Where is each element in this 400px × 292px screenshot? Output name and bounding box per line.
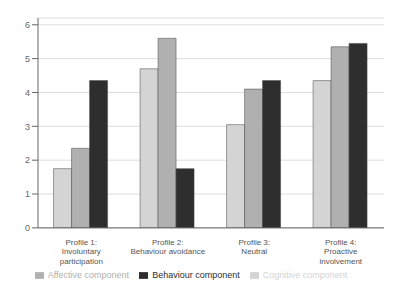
svg-text:0: 0 (25, 223, 30, 233)
svg-text:5: 5 (25, 54, 30, 64)
svg-text:4: 4 (25, 88, 30, 98)
html-text:Behaviour component: Behaviour component (152, 269, 240, 280)
svg-text:Profile 1:Involuntaryparticipa: Profile 1:Involuntaryparticipation (60, 238, 103, 266)
svg-text:6: 6 (25, 20, 30, 30)
svg-text:Profile 4:Proactiveinvolvement: Profile 4:Proactiveinvolvement (319, 238, 362, 266)
html-text:Affective component: Affective component (47, 269, 130, 280)
svg-text:3: 3 (25, 122, 30, 132)
html-text:Cognitive component: Cognitive component (262, 269, 348, 280)
svg-text:Profile 2:Behaviour avoidance: Profile 2:Behaviour avoidance (130, 238, 205, 257)
svg-text:1: 1 (25, 189, 30, 199)
svg-text:Profile 3:Neutral: Profile 3:Neutral (238, 238, 270, 257)
svg-text:2: 2 (25, 155, 30, 165)
